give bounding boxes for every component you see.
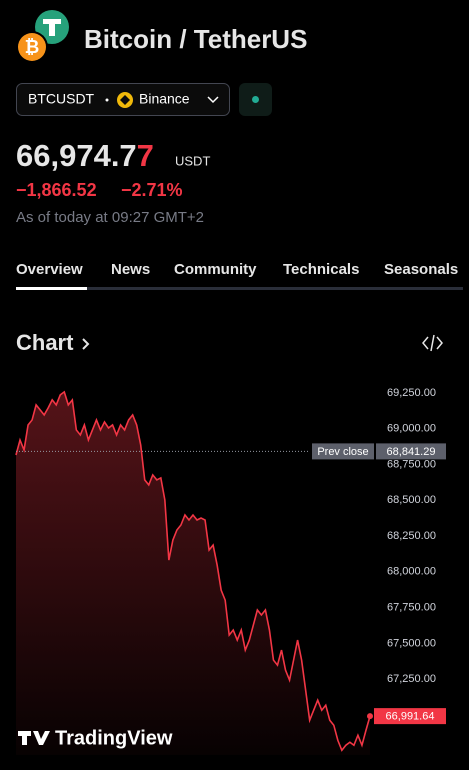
bitcoin-glyph: ₿ (25, 37, 40, 57)
area (16, 391, 370, 755)
last-label: 66,991.64 (386, 711, 435, 723)
title: Bitcoin / TetherUS (84, 24, 307, 54)
exchange: Binance (139, 91, 190, 107)
price-last-digit: 7 (137, 138, 154, 173)
y-tick-label: 68,000.00 (387, 566, 436, 578)
last-point (367, 713, 373, 720)
tab[interactable]: Community (174, 261, 257, 278)
as-of: As of today at 09:27 GMT+2 (16, 209, 204, 226)
tab[interactable]: News (111, 261, 150, 278)
tab[interactable]: Technicals (283, 261, 359, 278)
dropdown-arrow (207, 96, 219, 104)
chevron (82, 338, 90, 350)
tab[interactable]: Overview (16, 261, 83, 278)
y-tick-label: 68,250.00 (387, 530, 436, 542)
y-tick-label: 69,000.00 (387, 423, 436, 435)
prev-close-value: 68,841.29 (387, 446, 436, 458)
change: −1,866.52 (16, 180, 97, 200)
prev-close-box (312, 443, 374, 460)
symbol: BTCUSDT (28, 91, 95, 107)
y-tick-label: 68,750.00 (387, 458, 436, 470)
tab[interactable]: Seasonals (384, 261, 458, 278)
brand: TradingView (55, 727, 173, 749)
price: 66,974.77 (16, 138, 154, 173)
y-tick-label: 69,250.00 (387, 387, 436, 399)
status-dot (252, 96, 259, 103)
section-title[interactable]: Chart (16, 330, 74, 355)
change-percent: −2.71% (121, 180, 183, 200)
tether-glyph (43, 19, 61, 36)
y-tick-label: 67,500.00 (387, 637, 436, 649)
bitcoin-icon (18, 33, 46, 61)
prev-close-label: Prev close (317, 446, 368, 458)
prev-close-value-box (376, 443, 446, 460)
tabs: Overview News Community Technicals Seasonals (16, 261, 458, 278)
y-tick-label: 67,250.00 (387, 673, 436, 685)
line (15, 390, 371, 752)
last-label-box (374, 708, 446, 725)
y-tick-label: 67,750.00 (387, 601, 436, 613)
embed-icon[interactable] (422, 334, 443, 352)
y-tick-label: 68,500.00 (387, 494, 436, 506)
currency: USDT (175, 153, 210, 168)
chart: 67,250.00 67,500.00 67,750.00 68,000.00 68,2… (15, 387, 446, 755)
tab-track (16, 287, 463, 290)
tab-indicator (16, 287, 87, 290)
price-main: 66,974.7 (16, 138, 137, 173)
tradingview-logo (18, 731, 50, 745)
